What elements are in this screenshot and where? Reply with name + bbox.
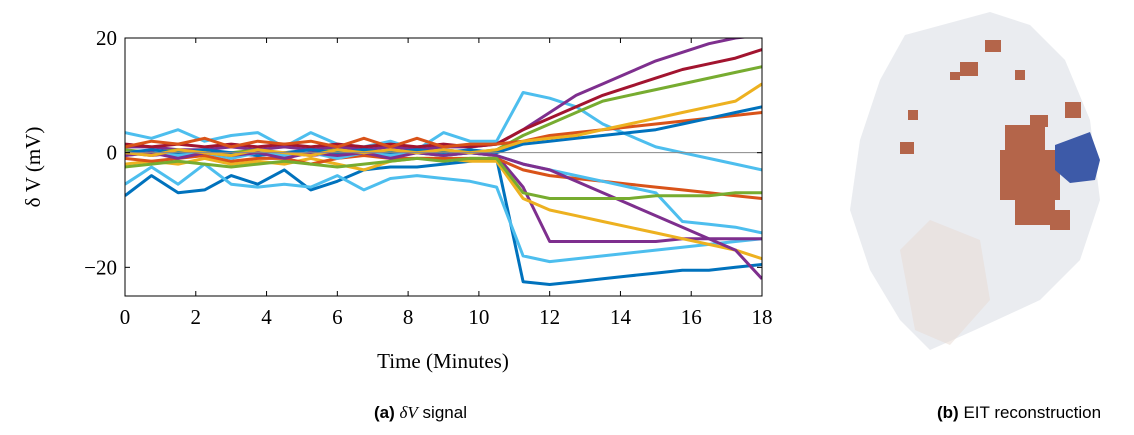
- x-tick-label: 14: [610, 305, 632, 329]
- x-tick-label: 6: [332, 305, 343, 329]
- series-line: [125, 154, 762, 200]
- eit-render: [850, 12, 1100, 350]
- x-tick-label: 10: [468, 305, 489, 329]
- y-tick-label: 0: [107, 141, 118, 165]
- x-tick-label: 12: [539, 305, 560, 329]
- caption-text: signal: [423, 403, 467, 422]
- series-line: [125, 151, 762, 280]
- series-line: [125, 111, 762, 149]
- x-tick-label: 16: [681, 305, 702, 329]
- x-tick-label: 8: [403, 305, 414, 329]
- y-tick-label: −20: [84, 255, 117, 279]
- x-axis-label: Time (Minutes): [377, 349, 509, 373]
- caption-text: EIT reconstruction: [963, 403, 1101, 422]
- plot-area: 0 2 4 6 8 10 12 14 16 18 −20 0 20: [84, 26, 772, 329]
- series-line: [125, 91, 762, 172]
- series-line: [125, 156, 762, 286]
- series-line: [125, 82, 762, 157]
- caption-a: (a) δV signal: [374, 403, 467, 422]
- series-line: [125, 162, 762, 264]
- x-tick-label: 18: [752, 305, 773, 329]
- series-line: [125, 156, 762, 200]
- caption-label: (b): [937, 403, 959, 422]
- caption-b: (b) EIT reconstruction: [937, 403, 1101, 422]
- x-tick-label: 4: [261, 305, 272, 329]
- series-group: [125, 38, 762, 286]
- x-tick-label: 2: [191, 305, 202, 329]
- y-axis-label: δ V (mV): [21, 127, 45, 208]
- series-line: [125, 48, 762, 149]
- y-tick-label: 20: [96, 26, 117, 50]
- axes-frame: [124, 37, 763, 297]
- x-tick-label: 0: [120, 305, 131, 329]
- caption-label: (a): [374, 403, 395, 422]
- caption-math: δV: [400, 403, 421, 422]
- series-line: [125, 156, 762, 261]
